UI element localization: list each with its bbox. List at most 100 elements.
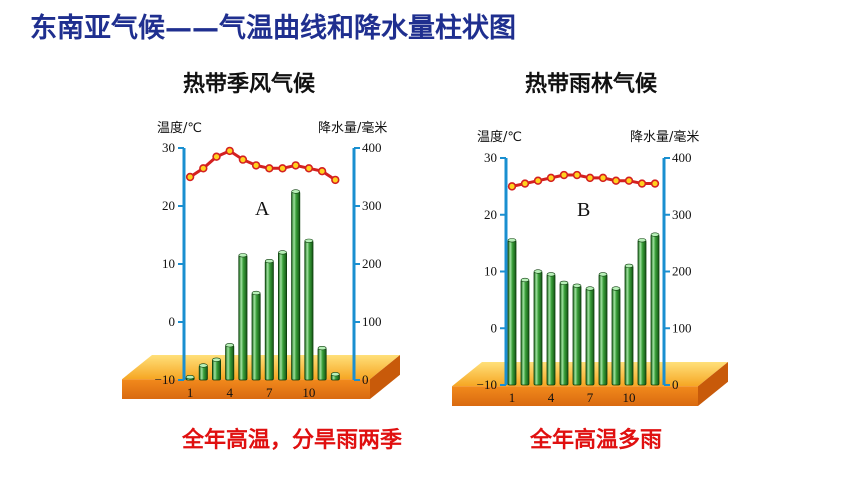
- chart-b-left-tick-label: 10: [484, 264, 497, 279]
- chart-b-bar-6: [572, 285, 582, 386]
- chart-b-temp-point-1: [507, 182, 517, 191]
- chart-b-right-tick-label: 100: [672, 320, 692, 335]
- chart-a-left-tick-label: 30: [162, 140, 175, 155]
- chart-b-bar-cap-7: [585, 286, 595, 291]
- chart-a-temp-point-2: [199, 164, 208, 173]
- chart-a-x-tick-label: 7: [266, 385, 273, 400]
- chart-b-right-tick-label: 300: [672, 207, 692, 222]
- chart-a-temp-point-11: [317, 167, 327, 176]
- chart-b-bar-11: [637, 239, 647, 386]
- chart-a-right-tick-label: 200: [362, 256, 382, 271]
- chart-a-x-tick-label: 1: [187, 385, 194, 400]
- chart-a-right-tick-label: 0: [362, 372, 369, 387]
- chart-b-bar-cap-5: [559, 280, 569, 285]
- chart-b-title: 热带雨林气候: [525, 72, 658, 97]
- chart-a-title: 热带季风气候: [183, 72, 316, 97]
- chart-b-right-tick-label: 200: [672, 264, 692, 279]
- chart-a-right-tick-label: 300: [362, 198, 382, 213]
- chart-b-x-tick-label: 7: [587, 390, 594, 405]
- chart-a-bar-cap-5: [238, 253, 248, 258]
- chart-a-base-top: [122, 355, 400, 380]
- chart-b-bar-2: [520, 279, 530, 386]
- chart-b-bar-cap-12: [650, 232, 660, 237]
- chart-b-right-axis-title: 降水量/毫米: [630, 129, 699, 145]
- chart-a-temp-point-8: [278, 164, 287, 173]
- chart-b-bar-cap-9: [611, 286, 621, 291]
- chart-a-temp-point-12: [331, 175, 340, 185]
- chart-b-bar-cap-2: [520, 277, 530, 283]
- chart-b-bar-5: [559, 282, 569, 386]
- chart-a-temp-point-1: [185, 172, 195, 182]
- chart-b-right-tick-label: 400: [672, 150, 692, 165]
- chart-a-left-tick-label: 10: [162, 256, 175, 271]
- chart-a-temp-point-3: [212, 152, 221, 161]
- chart-b-temp-point-10: [624, 176, 634, 185]
- chart-b-x-tick-label: 1: [509, 390, 516, 405]
- chart-a-bar-cap-11: [317, 346, 327, 351]
- chart-b-bar-cap-11: [637, 238, 647, 243]
- chart-b-bar-cap-1: [507, 238, 517, 243]
- chart-a-temp-point-10: [304, 164, 314, 173]
- chart-b-temp-point-8: [598, 173, 608, 183]
- chart-b-left-tick-label: 0: [491, 320, 498, 335]
- chart-a-temp-point-7: [265, 164, 274, 173]
- chart-a-bar-cap-2: [198, 363, 208, 368]
- chart-a-bar-2: [198, 365, 208, 381]
- chart-b-temp-point-3: [533, 176, 543, 185]
- chart-b-letter: B: [577, 199, 590, 221]
- chart-b-x-tick-label: 10: [623, 390, 636, 405]
- chart-b-temp-point-6: [572, 170, 582, 180]
- page-title: 东南亚气候——气温曲线和降水量柱状图: [30, 13, 516, 44]
- chart-b-temp-point-12: [650, 179, 660, 188]
- chart-a-bar-cap-8: [278, 250, 287, 255]
- chart-b-bar-cap-10: [624, 263, 634, 268]
- chart-a-bar-9: [291, 191, 301, 381]
- chart-b-left-tick-label: 30: [484, 150, 497, 165]
- chart-b-x-tick-label: 4: [548, 390, 555, 405]
- chart-b-temp-point-5: [559, 170, 569, 180]
- chart-b-base-side: [698, 362, 728, 406]
- chart-a-bar-cap-9: [291, 189, 301, 194]
- chart-a-bar-cap-4: [225, 343, 235, 348]
- chart-b-bar-cap-6: [572, 283, 582, 288]
- chart-b-right-tick-label: 0: [672, 377, 679, 392]
- chart-b-temp-point-9: [611, 176, 621, 185]
- chart-a-temp-point-5: [238, 155, 248, 164]
- chart-a-bar-11: [317, 347, 327, 381]
- chart-a-temp-point-4: [225, 146, 234, 156]
- chart-a-right-tick-label: 400: [362, 140, 382, 155]
- chart-a-x-tick-label: 10: [302, 385, 315, 400]
- chart-a-bar-3: [211, 359, 221, 381]
- chart-b-temp-point-4: [546, 173, 556, 183]
- chart-a-right-tick-label: 100: [362, 314, 382, 329]
- chart-b-left-tick-label: 20: [484, 207, 497, 222]
- chart-a-temp-point-9: [291, 161, 300, 170]
- chart-a-bar-cap-6: [251, 290, 261, 296]
- chart-b-bar-3: [533, 271, 543, 386]
- chart-a-temp-point-6: [251, 161, 261, 170]
- chart-b-bar-cap-4: [546, 272, 556, 277]
- chart-b-bar-10: [624, 265, 634, 386]
- chart-b-temp-point-2: [520, 179, 530, 188]
- chart-b-temp-point-7: [585, 173, 595, 183]
- chart-a-left-axis-title: 温度/℃: [157, 120, 202, 136]
- chart-a-bar-7: [264, 260, 274, 381]
- chart-b-temp-point-11: [637, 179, 647, 188]
- chart-b-base-front: [452, 386, 698, 406]
- chart-b-left-axis-title: 温度/℃: [477, 129, 522, 145]
- chart-b-bar-9: [611, 288, 621, 386]
- chart-a-temperature-line: [189, 149, 337, 182]
- chart-a-left-tick-label: 0: [169, 314, 176, 329]
- chart-b-bar-7: [585, 288, 595, 386]
- chart-b-bar-cap-8: [598, 272, 608, 277]
- chart-a-left-tick-label: −10: [155, 372, 175, 387]
- chart-a-bar-4: [225, 344, 235, 381]
- chart-a-bar-8: [277, 251, 287, 381]
- chart-a-bar-6: [251, 292, 261, 381]
- chart-b-bar-12: [650, 234, 660, 386]
- chart-b-conclusion: 全年高温多雨: [530, 428, 663, 453]
- chart-a-bar-10: [304, 240, 314, 381]
